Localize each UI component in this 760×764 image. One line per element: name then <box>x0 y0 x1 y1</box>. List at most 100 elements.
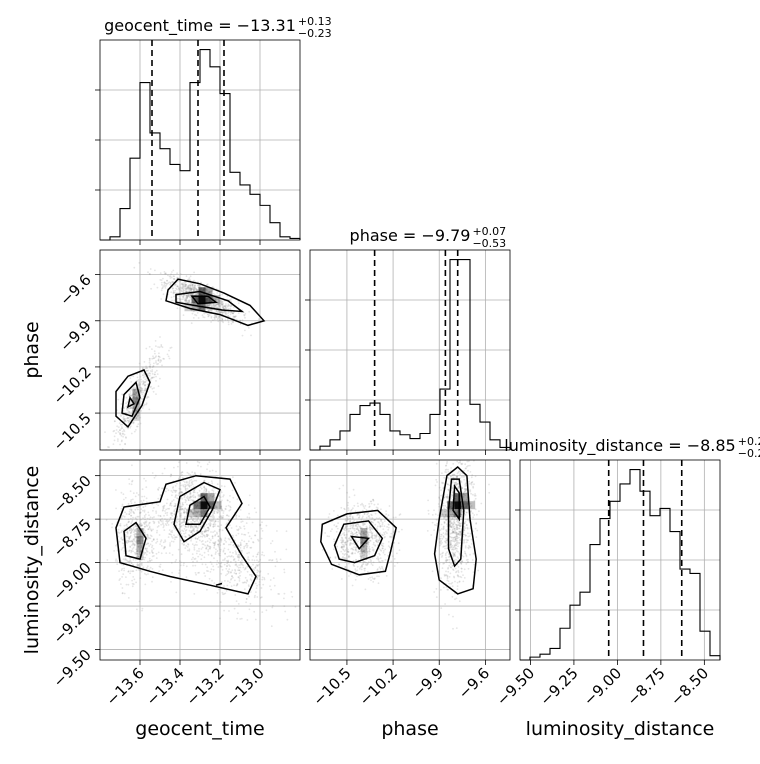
sample-point <box>338 563 340 565</box>
sample-point <box>340 507 342 509</box>
sample-point <box>157 346 159 348</box>
sample-point <box>177 298 179 300</box>
sample-point <box>174 538 176 540</box>
sample-point <box>238 515 240 517</box>
sample-point <box>195 574 197 576</box>
sample-point <box>324 532 326 534</box>
sample-point <box>248 559 250 561</box>
sample-point <box>171 522 173 524</box>
sample-point <box>385 531 387 533</box>
sample-point <box>191 482 193 484</box>
sample-point <box>161 284 163 286</box>
sample-point <box>181 543 183 545</box>
sample-point <box>271 625 273 627</box>
sample-point <box>122 436 124 438</box>
sample-point <box>443 536 445 538</box>
sample-point <box>463 479 465 481</box>
sample-point <box>128 478 130 480</box>
sample-point <box>164 510 166 512</box>
sample-point <box>133 528 135 530</box>
sample-point <box>202 533 204 535</box>
sample-point <box>216 512 218 514</box>
sample-point <box>121 518 123 520</box>
sample-point <box>360 518 362 520</box>
sample-point <box>458 428 460 430</box>
sample-point <box>217 544 219 546</box>
sample-point <box>455 446 457 448</box>
sample-point <box>436 481 438 483</box>
sample-point <box>353 526 355 528</box>
sample-point <box>259 559 261 561</box>
sample-point <box>128 541 130 543</box>
sample-point <box>147 551 149 553</box>
sample-point <box>192 565 194 567</box>
sample-point <box>237 583 239 585</box>
sample-point <box>340 539 342 541</box>
sample-point <box>217 518 219 520</box>
sample-point <box>447 577 449 579</box>
sample-point <box>258 561 260 563</box>
sample-point <box>179 526 181 528</box>
sample-point <box>217 320 219 322</box>
sample-point <box>169 347 171 349</box>
sample-point <box>133 527 135 529</box>
sample-point <box>137 562 139 564</box>
sample-point <box>192 313 194 315</box>
sample-point <box>365 562 367 564</box>
sample-point <box>161 289 163 291</box>
sample-point <box>244 588 246 590</box>
sample-point <box>165 273 167 275</box>
sample-point <box>182 284 184 286</box>
sample-point <box>129 483 131 485</box>
sample-point <box>165 552 167 554</box>
sample-point <box>342 544 344 546</box>
sample-point <box>191 479 193 481</box>
panel-title-text: phase = −9.79 <box>350 226 471 245</box>
sample-point <box>213 523 215 525</box>
sample-point <box>121 440 123 442</box>
sample-point <box>236 525 238 527</box>
sample-point <box>237 529 239 531</box>
sample-point <box>240 518 242 520</box>
sample-point <box>397 562 399 564</box>
sample-point <box>211 489 213 491</box>
sample-point <box>114 420 116 422</box>
sample-point <box>366 514 368 516</box>
sample-point <box>165 509 167 511</box>
sample-point <box>255 512 257 514</box>
sample-point <box>234 570 236 572</box>
sample-point <box>106 450 108 452</box>
sample-point <box>435 479 437 481</box>
sample-point <box>185 284 187 286</box>
sample-point <box>149 526 151 528</box>
sample-point <box>373 562 375 564</box>
sample-point <box>193 287 195 289</box>
sample-point <box>353 546 355 548</box>
sample-point <box>379 537 381 539</box>
sample-point <box>211 563 213 565</box>
sample-point <box>178 288 180 290</box>
sample-point <box>244 528 246 530</box>
sample-point <box>258 552 260 554</box>
sample-point <box>382 543 384 545</box>
sample-point <box>162 278 164 280</box>
sample-point <box>182 287 184 289</box>
sample-point <box>456 518 458 520</box>
sample-point <box>173 290 175 292</box>
sample-point <box>180 514 182 516</box>
sample-point <box>220 537 222 539</box>
sample-point <box>454 541 456 543</box>
sample-point <box>134 552 136 554</box>
sample-point <box>153 283 155 285</box>
sample-point <box>202 543 204 545</box>
sample-point <box>255 619 257 621</box>
sample-point <box>238 564 240 566</box>
sample-point <box>159 566 161 568</box>
sample-point <box>257 553 259 555</box>
sample-point <box>207 313 209 315</box>
sample-point <box>171 541 173 543</box>
sample-point <box>440 607 442 609</box>
sample-point <box>213 569 215 571</box>
sample-point <box>232 490 234 492</box>
